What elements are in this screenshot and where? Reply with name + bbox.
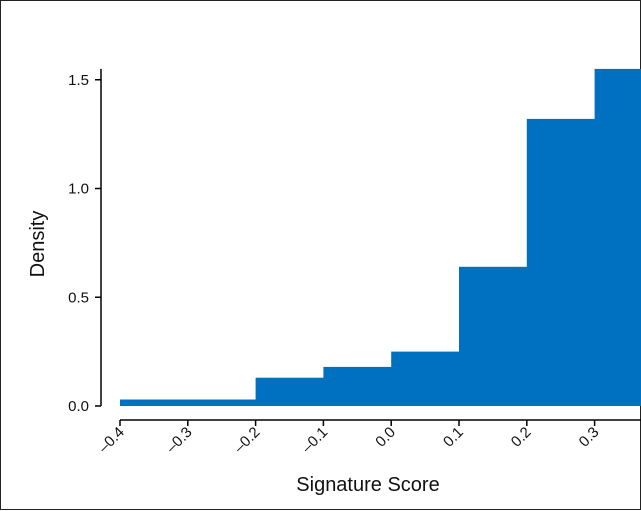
y-tick-label-3: 1.5: [68, 72, 89, 89]
histogram-bars: [120, 68, 641, 407]
x-axis: –0.4–0.3–0.2–0.10.00.10.20.30.40.50.60.7…: [95, 419, 641, 457]
y-tick-label-1: 0.5: [68, 289, 89, 306]
x-tick-label-0: –0.4: [95, 424, 128, 457]
x-tick-label-1: –0.3: [163, 424, 196, 457]
y-axis-title: Density: [27, 211, 49, 278]
y-axis: 0.0 0.5 1.0 1.5: [68, 68, 102, 415]
x-axis-title: Signature Score: [296, 474, 439, 496]
x-tick-label-3: –0.1: [299, 424, 332, 457]
y-tick-label-2: 1.0: [68, 181, 89, 198]
x-tick-label-4: 0.0: [372, 424, 399, 451]
x-tick-label-6: 0.2: [508, 424, 535, 451]
histogram-bar-0: [120, 399, 257, 406]
histogram-bar-2: [323, 366, 392, 406]
histogram-bar-1: [255, 377, 324, 406]
histogram-bar-5: [526, 118, 596, 407]
y-tick-label-0: 0.0: [68, 398, 89, 415]
x-tick-label-5: 0.1: [440, 424, 467, 451]
x-tick-label-7: 0.3: [576, 424, 603, 451]
histogram-bar-3: [391, 351, 460, 406]
histogram-bar-4: [459, 266, 528, 406]
histogram-bar-6: [594, 68, 641, 407]
x-tick-label-2: –0.2: [231, 424, 264, 457]
